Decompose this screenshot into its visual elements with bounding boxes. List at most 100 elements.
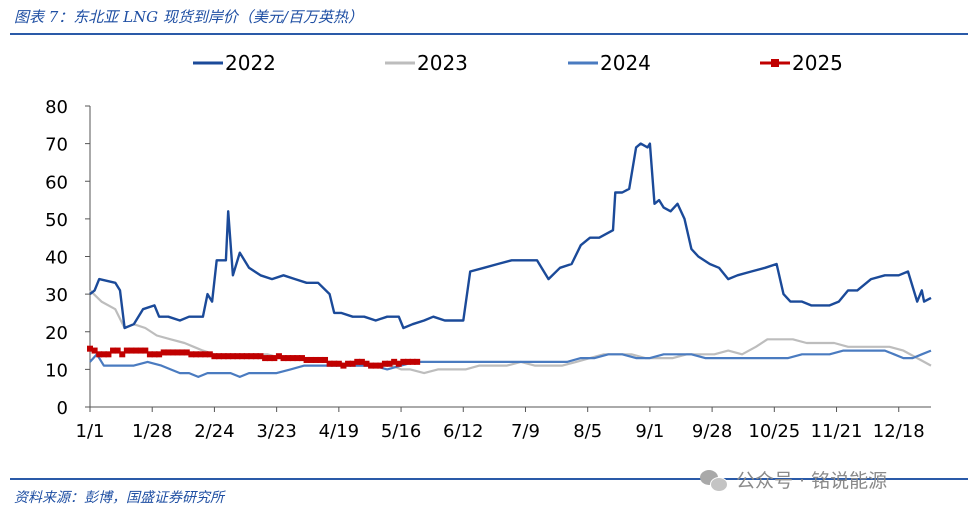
chart-axes: 0 10 20 30 40 50 60 70 80 1/1 1/28 2/24 3/23 4/19 5/16… [45,97,931,442]
data-point-2025 [100,351,107,358]
data-point-2025 [308,356,315,363]
data-point-2025 [206,351,213,358]
data-point-2025 [303,356,310,363]
data-point-2025 [156,351,163,358]
data-point-2025 [358,358,365,365]
data-point-2025 [114,347,121,354]
data-point-2025 [395,360,402,367]
y-tick-label: 60 [45,172,68,193]
source-divider [10,478,968,480]
y-tick-label: 10 [45,360,68,381]
data-point-2025 [188,351,195,358]
data-point-2025 [165,349,172,356]
data-point-2025 [326,360,333,367]
legend-label-2025: 2025 [792,51,843,75]
data-point-2025 [192,351,199,358]
x-tick-label: 7/9 [511,421,540,442]
data-point-2025 [294,355,301,362]
data-point-2025 [216,353,223,360]
y-tick-label: 80 [45,97,68,118]
series-line-2022 [89,142,932,330]
lng-price-chart: 2022 2023 2024 2025 0 10 20 30 40 50 60 70 80 1/1 1/2… [45,51,932,442]
data-point-2025 [345,360,352,367]
data-point-2025 [211,353,218,360]
data-point-2025 [377,362,384,369]
data-point-2025 [229,353,236,360]
x-tick-label: 10/25 [748,421,800,442]
series-line-2024 [89,349,932,378]
data-point-2025 [197,351,204,358]
data-point-2025 [275,353,282,360]
data-point-2025 [289,355,296,362]
title-divider [10,33,968,35]
data-point-2025 [298,355,305,362]
data-point-2025 [96,351,103,358]
data-point-2025 [340,362,347,369]
x-tick-label: 1/1 [76,421,105,442]
data-point-2025 [386,360,393,367]
chart-title: 图表 7：东北亚 LNG 现货到岸价（美元/百万英热） [14,8,363,26]
data-point-2025 [234,353,241,360]
watermark: 公众号 · 铭说能源 [700,466,887,493]
data-point-2025 [220,353,227,360]
source-note: 资料来源：彭博，国盛证券研究所 [14,490,224,506]
y-tick-label: 70 [45,135,68,156]
data-point-2025 [312,356,319,363]
legend-label-2022: 2022 [225,51,276,75]
data-point-2025 [174,349,181,356]
x-tick-label: 12/18 [873,421,925,442]
data-point-2025 [252,353,259,360]
x-tick-label: 11/21 [811,421,863,442]
y-tick-label: 30 [45,285,68,306]
data-point-2025 [160,349,167,356]
data-point-2025 [123,347,130,354]
x-tick-label: 2/24 [194,421,234,442]
data-point-2025 [280,355,287,362]
data-point-2025 [363,360,370,367]
x-tick-label: 9/28 [692,421,732,442]
data-point-2025 [183,349,190,356]
watermark-text: 公众号 · 铭说能源 [736,470,888,492]
data-point-2025 [266,355,273,362]
x-tick-label: 5/16 [381,421,421,442]
data-point-2025 [322,356,329,363]
data-point-2025 [285,355,292,362]
legend-label-2023: 2023 [417,51,468,75]
data-point-2025 [262,355,269,362]
data-point-2025 [239,353,246,360]
x-tick-label: 6/12 [443,421,483,442]
x-tick-label: 1/28 [132,421,172,442]
data-point-2025 [87,345,93,352]
data-point-2025 [372,362,379,369]
y-tick-label: 40 [45,248,68,269]
data-point-2025 [257,353,264,360]
x-tick-label: 8/5 [573,421,602,442]
data-point-2025 [243,353,250,360]
x-tick-label: 3/23 [256,421,296,442]
data-point-2025 [354,358,361,365]
data-point-2025 [335,360,342,367]
data-point-2025 [414,358,421,365]
data-point-2025 [225,353,232,360]
data-point-2025 [271,355,278,362]
data-point-2025 [137,347,144,354]
data-point-2025 [105,351,112,358]
y-tick-label: 50 [45,210,68,231]
data-point-2025 [119,351,126,358]
legend-label-2024: 2024 [600,51,651,75]
data-point-2025 [128,347,135,354]
data-point-2025 [248,353,255,360]
data-point-2025 [404,358,411,365]
data-point-2025 [409,358,416,365]
data-point-2025 [110,347,117,354]
y-tick-label: 0 [57,398,68,419]
data-point-2025 [142,347,149,354]
wechat-icon [700,468,728,492]
data-point-2025 [202,351,209,358]
chart-legend: 2022 2023 2024 2025 [193,51,843,75]
x-tick-label: 9/1 [635,421,664,442]
data-point-2025 [331,360,338,367]
data-point-2025 [349,360,356,367]
data-point-2025 [151,351,158,358]
data-point-2025 [368,362,375,369]
